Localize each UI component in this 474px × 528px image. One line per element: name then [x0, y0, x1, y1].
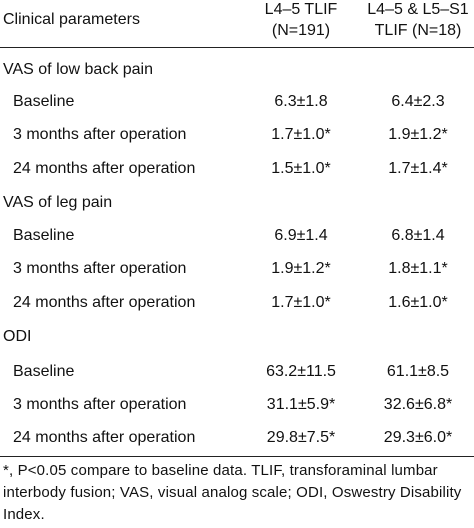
section-title: VAS of leg pain	[3, 194, 113, 211]
section-title: VAS of low back pain	[3, 61, 154, 78]
row-col2-value: 6.8±1.4	[391, 227, 445, 244]
row-col1-value: 1.9±1.2*	[271, 260, 331, 277]
row-col1-value: 1.5±1.0*	[271, 160, 331, 177]
row-col2-value: 6.4±2.3	[391, 93, 445, 110]
row-col2-value: 1.6±1.0*	[388, 294, 448, 311]
header-col2-line1: L4–5 & L5–S1	[367, 1, 469, 18]
header-col1-line2: (N=191)	[271, 22, 331, 39]
row-col2-value: 1.8±1.1*	[388, 260, 448, 277]
row-col1-value: 63.2±11.5	[266, 363, 336, 380]
row-label: Baseline	[13, 93, 75, 110]
table-footnote: *, P<0.05 compare to baseline data. TLIF…	[3, 462, 462, 523]
row-label: 3 months after operation	[13, 396, 187, 413]
row-col1-value: 1.7±1.0*	[271, 126, 331, 143]
row-col1-value: 1.7±1.0*	[271, 294, 331, 311]
row-col2-value: 1.9±1.2*	[388, 126, 448, 143]
row-label: 24 months after operation	[13, 294, 196, 311]
header-col2-line2: TLIF (N=18)	[374, 22, 462, 39]
row-col2-value: 61.1±8.5	[386, 363, 450, 380]
header-rule	[0, 47, 474, 48]
row-label: 3 months after operation	[13, 260, 187, 277]
section-title: ODI	[3, 328, 32, 345]
row-label: 24 months after operation	[13, 429, 196, 446]
header-clinical-parameters: Clinical parameters	[3, 11, 140, 28]
row-label: 24 months after operation	[13, 160, 196, 177]
row-col1-value: 29.8±7.5*	[266, 429, 336, 446]
row-label: Baseline	[13, 363, 75, 380]
row-col2-value: 32.6±6.8*	[383, 396, 453, 413]
row-col1-value: 31.1±5.9*	[266, 396, 336, 413]
header-col1-line1: L4–5 TLIF	[264, 1, 338, 18]
bottom-rule	[0, 456, 474, 457]
row-label: Baseline	[13, 227, 75, 244]
row-col2-value: 1.7±1.4*	[388, 160, 448, 177]
row-col1-value: 6.3±1.8	[274, 93, 328, 110]
row-col2-value: 29.3±6.0*	[383, 429, 453, 446]
row-label: 3 months after operation	[13, 126, 187, 143]
row-col1-value: 6.9±1.4	[274, 227, 328, 244]
